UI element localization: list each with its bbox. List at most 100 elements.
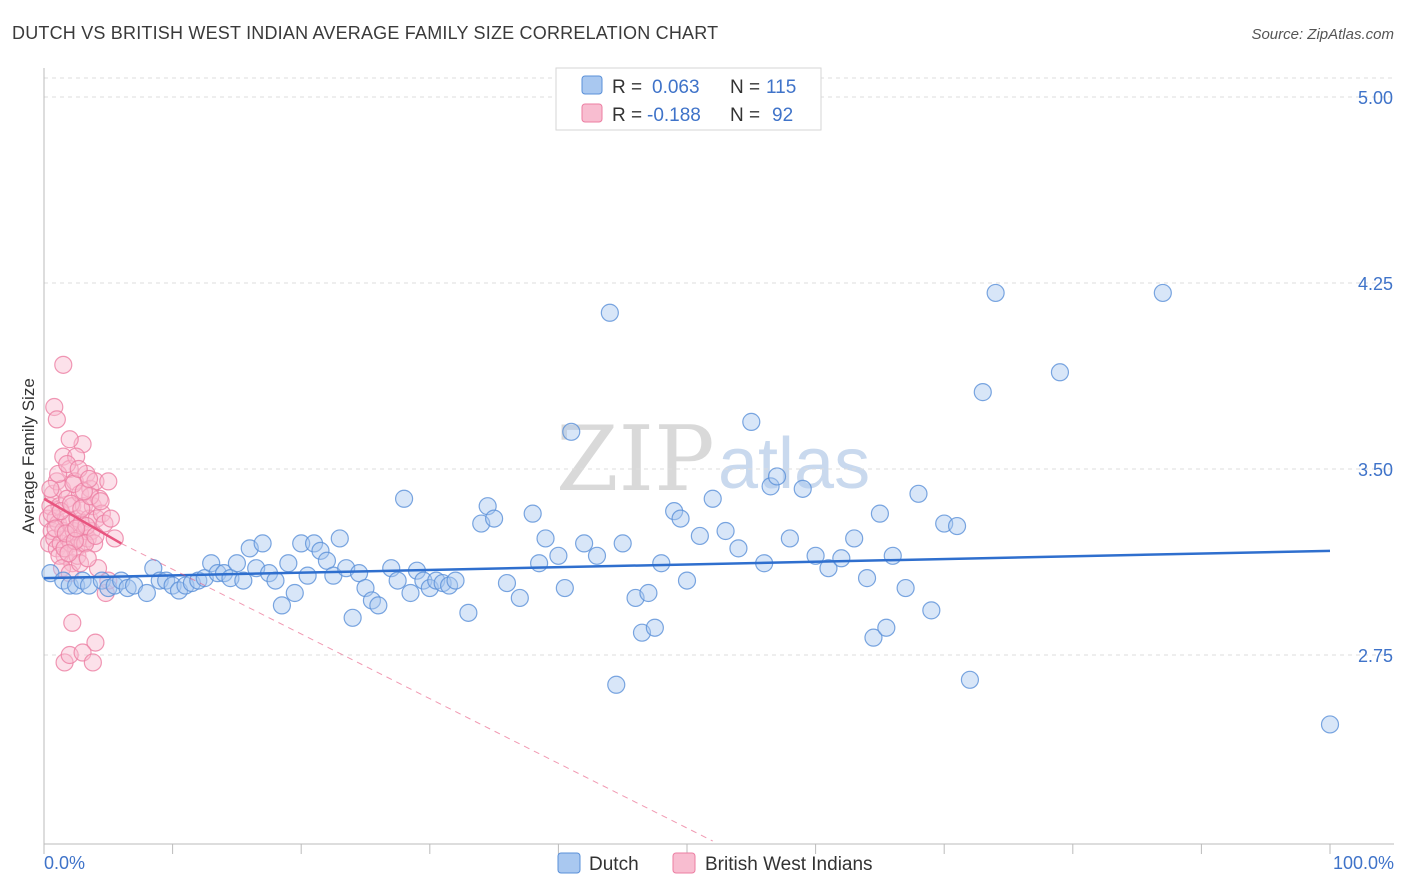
dutch-point [639,583,658,603]
bwi-point [86,633,105,652]
dutch-point [761,477,780,496]
stats-n-label-bwi: N = [730,105,765,126]
gridlines [44,77,1394,656]
bwi-point [63,613,82,632]
dutch-point [562,422,581,441]
dutch-point [1050,363,1070,382]
dutch-point [909,484,928,503]
dutch-point [304,534,324,553]
chart-title: DUTCH VS BRITISH WEST INDIAN AVERAGE FAM… [12,23,718,43]
stats-swatch-bwi [581,103,603,123]
series-dutch [41,283,1340,734]
dutch-point [369,596,388,615]
bwi-point [49,464,68,484]
bwi-point [54,355,73,374]
x-tick-label-min: 0.0% [44,853,85,873]
bwi-point [86,526,105,546]
bwi-point [41,479,60,498]
dutch-point [845,529,864,548]
y-axis-label: Average Family Size [19,378,38,534]
bwi-point [101,509,120,528]
dutch-point [857,569,877,588]
dutch-point [1153,283,1172,303]
bwi-point [60,430,79,449]
dutch-point [645,618,664,637]
axes [43,68,1394,845]
y-tick-label: 5.00 [1358,88,1393,108]
dutch-point [330,529,349,548]
dutch-point [234,571,253,590]
dutch-point [600,303,619,322]
legend-label-dutch: Dutch [589,854,639,875]
watermark-zip: ZIP [556,407,715,512]
dutch-point [266,571,285,590]
dutch-point [446,571,465,590]
dutch-point [986,283,1005,303]
dutch-point [394,489,414,508]
dutch-point [523,504,542,523]
dutch-point [973,383,992,402]
x-tick-label-max: 100.0% [1333,853,1394,873]
dutch-point [292,534,311,553]
dutch-point [716,521,735,541]
dutch-point [272,596,292,615]
dutch-point [510,588,529,608]
bwi-point [67,519,86,538]
dutch-point [549,546,568,565]
dutch-point [1320,715,1340,734]
dutch-point [703,489,722,508]
stats-n-value-dutch: 115 [766,77,796,98]
dutch-point [485,509,504,528]
bwi-point [47,410,66,429]
series-legend: Dutch British West Indians [557,852,873,875]
dutch-point [877,618,896,637]
dutch-point [343,608,362,627]
dutch-point [414,571,433,590]
legend-label-bwi: British West Indians [705,854,873,875]
dutch-point [690,526,709,546]
dutch-point [870,504,890,523]
bwi-point [99,472,118,491]
trend-lines [43,497,1331,842]
dutch-point [665,502,684,521]
dutch-point [459,603,478,622]
stats-legend: R = 0.063 N = 115 R = -0.188 N = 92 [555,67,822,131]
dutch-point [613,534,632,553]
dutch-point [780,529,799,548]
legend-swatch-bwi [672,852,696,874]
dutch-point [806,546,825,565]
dutch-point [530,554,549,573]
dutch-point [202,554,221,573]
bwi-point [61,494,81,513]
x-ticks [43,844,1331,854]
dutch-point [832,549,851,568]
dutch-point [607,675,626,694]
stats-r-value-dutch: 0.063 [652,77,700,98]
stats-swatch-dutch [581,75,603,95]
dutch-trend-line [43,549,1331,580]
stats-n-label-dutch: N = [730,77,765,98]
dutch-point [864,628,883,647]
dutch-point [536,529,555,548]
dutch-point [311,541,330,560]
y-tick-labels: 5.00 4.25 3.50 2.75 [1358,88,1393,666]
dutch-point [575,534,594,553]
watermark-atlas: atlas [718,424,870,504]
dutch-point [227,554,246,573]
bwi-point [78,549,97,568]
dutch-point [388,571,407,590]
bwi-point [46,519,65,538]
dutch-point [883,546,902,565]
y-tick-label: 3.50 [1358,460,1393,480]
bwi-point [58,454,77,474]
bwi-point [91,492,110,511]
dutch-point [285,583,304,603]
dutch-point [729,539,748,558]
dutch-point [253,534,272,553]
dutch-point [742,412,761,431]
dutch-point [298,566,317,585]
bwi-trend-line [43,497,122,545]
dutch-point [671,509,690,528]
dutch-point [960,670,980,689]
